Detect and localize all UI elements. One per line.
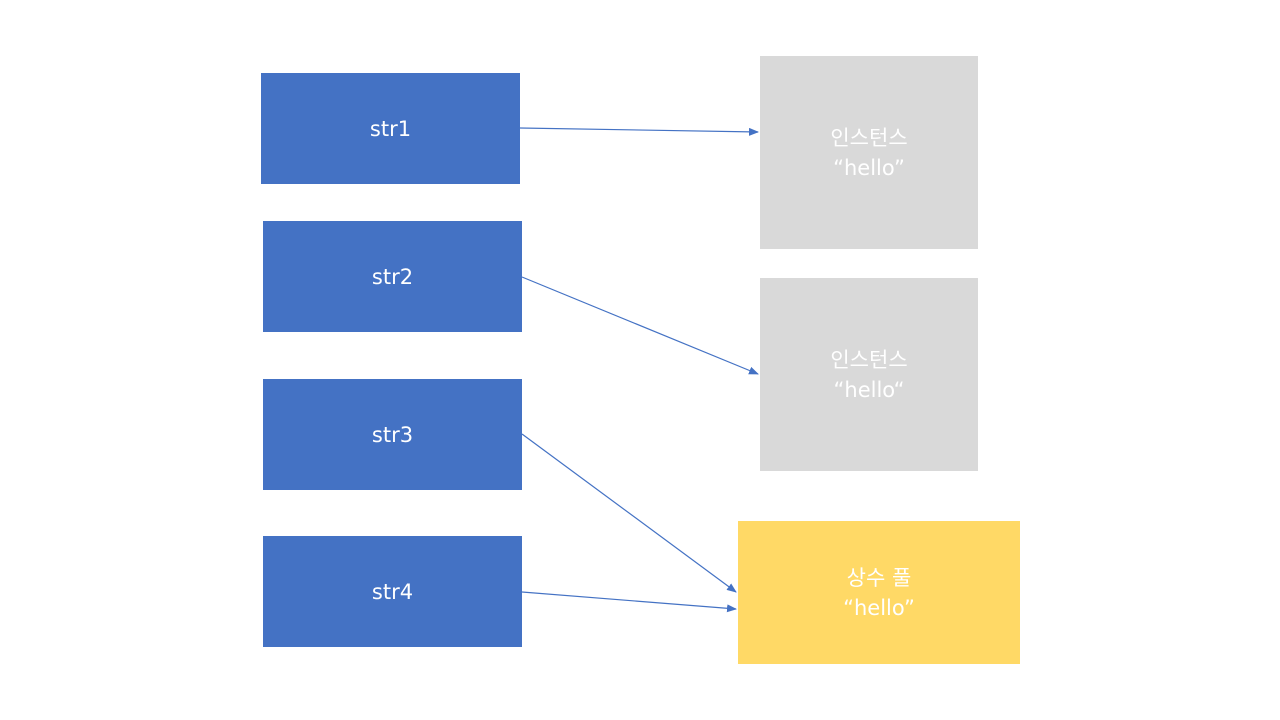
arrow-str1-to-instance-1 <box>519 127 759 136</box>
instance-box-2: 인스턴스 “hello“ <box>760 278 978 471</box>
variable-box-str4: str4 <box>263 536 522 647</box>
variable-label: str2 <box>371 264 414 289</box>
constant-pool-value: “hello” <box>843 595 915 620</box>
variable-label: str3 <box>371 422 414 447</box>
instance-title: 인스턴스 <box>830 125 908 150</box>
instance-title: 인스턴스 <box>830 347 908 372</box>
constant-pool-box: 상수 풀 “hello” <box>738 521 1020 664</box>
arrow-str3-to-constant-pool <box>521 433 737 593</box>
instance-box-1: 인스턴스 “hello” <box>760 56 978 249</box>
variable-box-str2: str2 <box>263 221 522 332</box>
variable-label: str4 <box>371 579 414 604</box>
constant-pool-title: 상수 풀 <box>846 565 912 590</box>
instance-value: “hello“ <box>833 377 905 402</box>
instance-value: “hello” <box>833 155 905 180</box>
arrow-str4-to-constant-pool <box>521 591 737 613</box>
variable-label: str1 <box>369 116 412 141</box>
variable-box-str3: str3 <box>263 379 522 490</box>
arrow-str2-to-instance-2 <box>521 276 759 375</box>
variable-box-str1: str1 <box>261 73 520 184</box>
